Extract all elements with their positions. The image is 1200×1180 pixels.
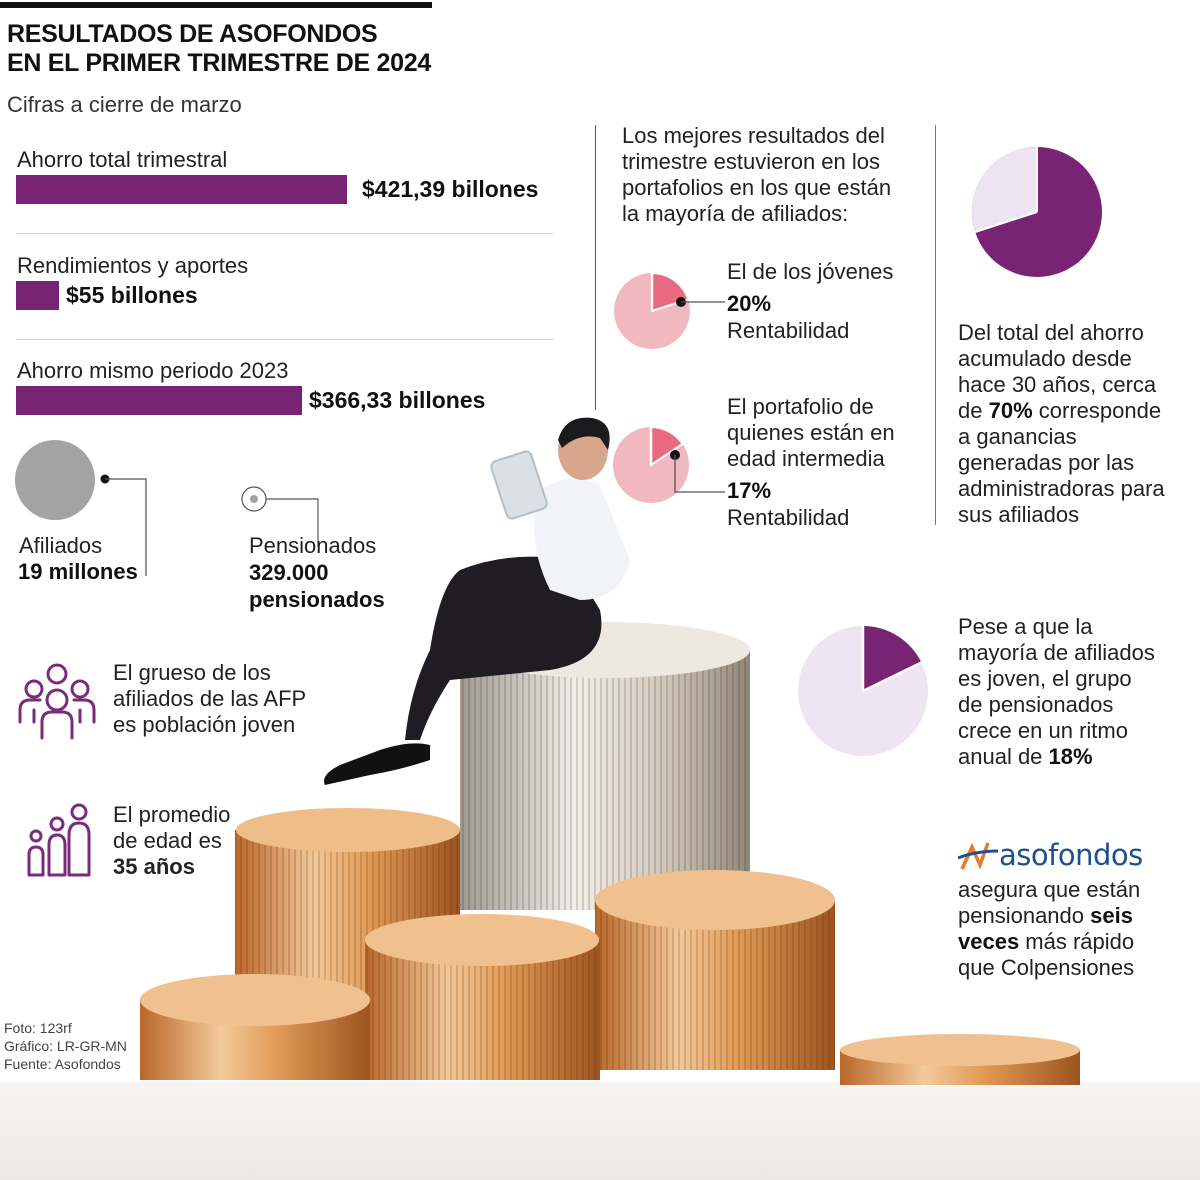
bar-value-2023: $366,33 billones [309, 387, 486, 413]
pensioners-value-line-2: pensionados [249, 587, 385, 612]
portfolios-intro-line: la mayoría de afiliados: [622, 201, 849, 226]
young-portfolio-label: El de los jóvenes [727, 259, 894, 284]
mid-portfolio-label-line: edad intermedia [727, 446, 885, 471]
credit-graphic: Gráfico: LR-GR-MN [4, 1038, 127, 1054]
pension-growth-text: Pese a que la mayoría de afiliados es jo… [958, 614, 1155, 770]
portfolios-intro-line: Los mejores resultados del [622, 123, 885, 148]
asofondos-note-line: pensionando seis [958, 903, 1140, 929]
mid-portfolio-pie [613, 425, 725, 503]
savings-note-line: acumulado desde [958, 346, 1132, 371]
businessman-on-coins-photo [140, 417, 1080, 1085]
portfolios-intro: Los mejores resultados del trimestre est… [622, 123, 891, 227]
pension-growth-line: de pensionados [958, 692, 1114, 717]
savings-note-line: de 70% corresponde [958, 398, 1165, 424]
savings-note-line: generadas por las [958, 450, 1135, 475]
mid-portfolio-label-line: quienes están en [727, 420, 895, 445]
photo-floor [0, 1082, 1200, 1180]
credits: Foto: 123rf Gráfico: LR-GR-MN Fuente: As… [4, 1019, 127, 1073]
young-fact-line: afiliados de las AFP [113, 686, 307, 711]
pension-growth-highlight: 18% [1048, 744, 1093, 769]
mid-portfolio-label: El portafolio de quienes están en edad i… [727, 394, 895, 472]
bar-2023 [16, 386, 302, 415]
family-icon [27, 803, 91, 877]
bar-value-total: $421,39 billones [362, 176, 539, 202]
savings-note: Del total del ahorro acumulado desde hac… [958, 320, 1165, 528]
bar-label-2023: Ahorro mismo periodo 2023 [17, 358, 289, 383]
pension-growth-line: es joven, el grupo [958, 666, 1132, 691]
asofondos-note-line: asegura que están [958, 877, 1141, 902]
mid-portfolio-value: 17% [727, 478, 772, 503]
age-fact-text: El promedio de edad es 35 años [113, 802, 230, 880]
affiliates-value: 19 millones [18, 559, 138, 584]
asofondos-note-line: veces más rápido [958, 929, 1140, 955]
savings-note-line: Del total del ahorro [958, 320, 1144, 345]
column-divider [595, 125, 596, 410]
column-divider [935, 125, 936, 525]
young-fact-line: El grueso de los [113, 660, 271, 685]
family-group-icon [18, 663, 96, 740]
savings-note-line: hace 30 años, cerca [958, 372, 1157, 397]
portfolios-intro-line: portafolios en los que están [622, 175, 892, 200]
portfolios-intro-line: trimestre estuvieron en los [622, 149, 880, 174]
mid-portfolio-unit: Rentabilidad [727, 505, 850, 530]
pension-growth-line: anual de 18% [958, 744, 1155, 770]
bar-returns [16, 281, 59, 310]
asofondos-note-text: más rápido [1019, 929, 1135, 954]
asofondos-note-text: pensionando [958, 903, 1091, 928]
title-line-1: RESULTADOS DE ASOFONDOS [7, 20, 378, 48]
asofondos-logo-mark-icon [958, 842, 998, 870]
asofondos-note: asegura que están pensionando seis veces… [958, 877, 1140, 981]
divider [16, 339, 554, 340]
pension-growth-pie [798, 626, 928, 756]
savings-gains-pie [972, 147, 1102, 277]
young-fact-line: es población joven [113, 712, 296, 737]
savings-note-highlight: 70% [988, 398, 1033, 423]
affiliates-label: Afiliados [19, 533, 103, 558]
pensioners-bubble [241, 486, 319, 547]
credit-photo: Foto: 123rf [4, 1020, 72, 1036]
pension-growth-line: Pese a que la [958, 614, 1093, 639]
pension-growth-line: mayoría de afiliados [958, 640, 1155, 665]
asofondos-note-highlight: seis [1090, 903, 1133, 928]
title-rule [0, 2, 432, 8]
age-fact-line: El promedio [113, 802, 231, 827]
mid-portfolio-label-line: El portafolio de [727, 394, 874, 419]
pension-growth-line: crece en un ritmo [958, 718, 1128, 743]
young-portfolio-pie [614, 271, 725, 349]
bar-label-total: Ahorro total trimestral [17, 147, 228, 172]
asofondos-logo-text: asofondos [999, 838, 1143, 872]
asofondos-note-line: que Colpensiones [958, 955, 1135, 980]
age-fact-line: de edad es [113, 828, 222, 853]
young-portfolio-value: 20% [727, 291, 772, 316]
young-portfolio-unit: Rentabilidad [727, 318, 850, 343]
bar-total [16, 175, 347, 204]
young-fact-text: El grueso de los afiliados de las AFP es… [113, 660, 306, 738]
savings-note-line: a ganancias [958, 424, 1077, 449]
savings-note-line: administradoras para [958, 476, 1165, 501]
affiliates-bubble [15, 440, 147, 576]
title-line-2: EN EL PRIMER TRIMESTRE DE 2024 [7, 49, 431, 77]
bar-value-returns: $55 billones [66, 282, 198, 308]
savings-note-text: de [958, 398, 989, 423]
pensioners-value-line-1: 329.000 [249, 560, 329, 585]
savings-note-text: corresponde [1032, 398, 1162, 423]
page-title: RESULTADOS DE ASOFONDOS EN EL PRIMER TRI… [7, 20, 431, 78]
pensioners-value: 329.000 pensionados [249, 559, 385, 613]
pension-growth-text: anual de [958, 744, 1049, 769]
page-subtitle: Cifras a cierre de marzo [7, 92, 242, 117]
pensioners-label: Pensionados [249, 533, 377, 558]
bar-label-returns: Rendimientos y aportes [17, 253, 249, 278]
savings-note-line: sus afiliados [958, 502, 1080, 527]
credit-source: Fuente: Asofondos [4, 1056, 121, 1072]
divider [16, 233, 554, 234]
age-fact-value: 35 años [113, 854, 195, 879]
asofondos-note-highlight: veces [958, 929, 1020, 954]
asofondos-logo: asofondos [958, 838, 1143, 872]
